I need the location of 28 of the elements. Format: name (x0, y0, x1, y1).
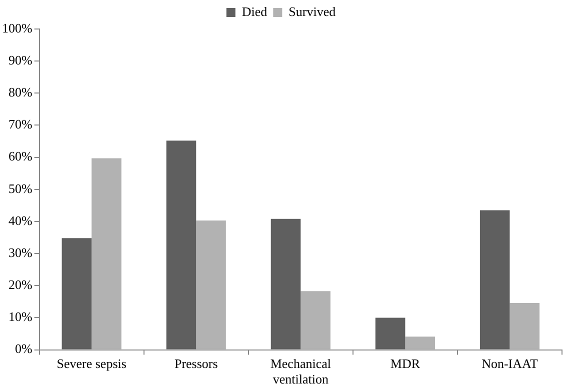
y-tick-label: 60% (8, 148, 32, 164)
bar (92, 158, 122, 350)
bar (270, 218, 301, 350)
y-tick-label: 0% (14, 341, 32, 356)
y-tick-label: 50% (8, 180, 32, 196)
bar (62, 238, 92, 350)
bar (196, 220, 226, 350)
y-tick-label: 100% (2, 20, 32, 36)
y-tick-label: 80% (8, 84, 32, 100)
x-tick-label: Non-IAAT (482, 356, 538, 372)
x-tick-label: Pressors (174, 356, 218, 372)
x-tick-label: MDR (390, 356, 420, 372)
x-tick-label: Mechanical ventilation (270, 356, 332, 387)
x-tick-label: Severe sepsis (56, 356, 126, 372)
bar (375, 318, 406, 350)
bar (300, 291, 330, 350)
bar (405, 336, 435, 350)
bar (480, 210, 510, 350)
legend-label: Died (242, 4, 268, 19)
y-tick-label: 40% (8, 212, 32, 228)
y-tick-label: 20% (8, 277, 32, 292)
y-tick-label: 30% (8, 244, 32, 260)
bar (166, 140, 196, 350)
legend-label: Survived (288, 4, 336, 19)
y-tick-label: 70% (8, 116, 32, 132)
y-tick-label: 10% (8, 309, 32, 324)
y-tick-label: 90% (8, 52, 32, 68)
bar (510, 302, 540, 350)
